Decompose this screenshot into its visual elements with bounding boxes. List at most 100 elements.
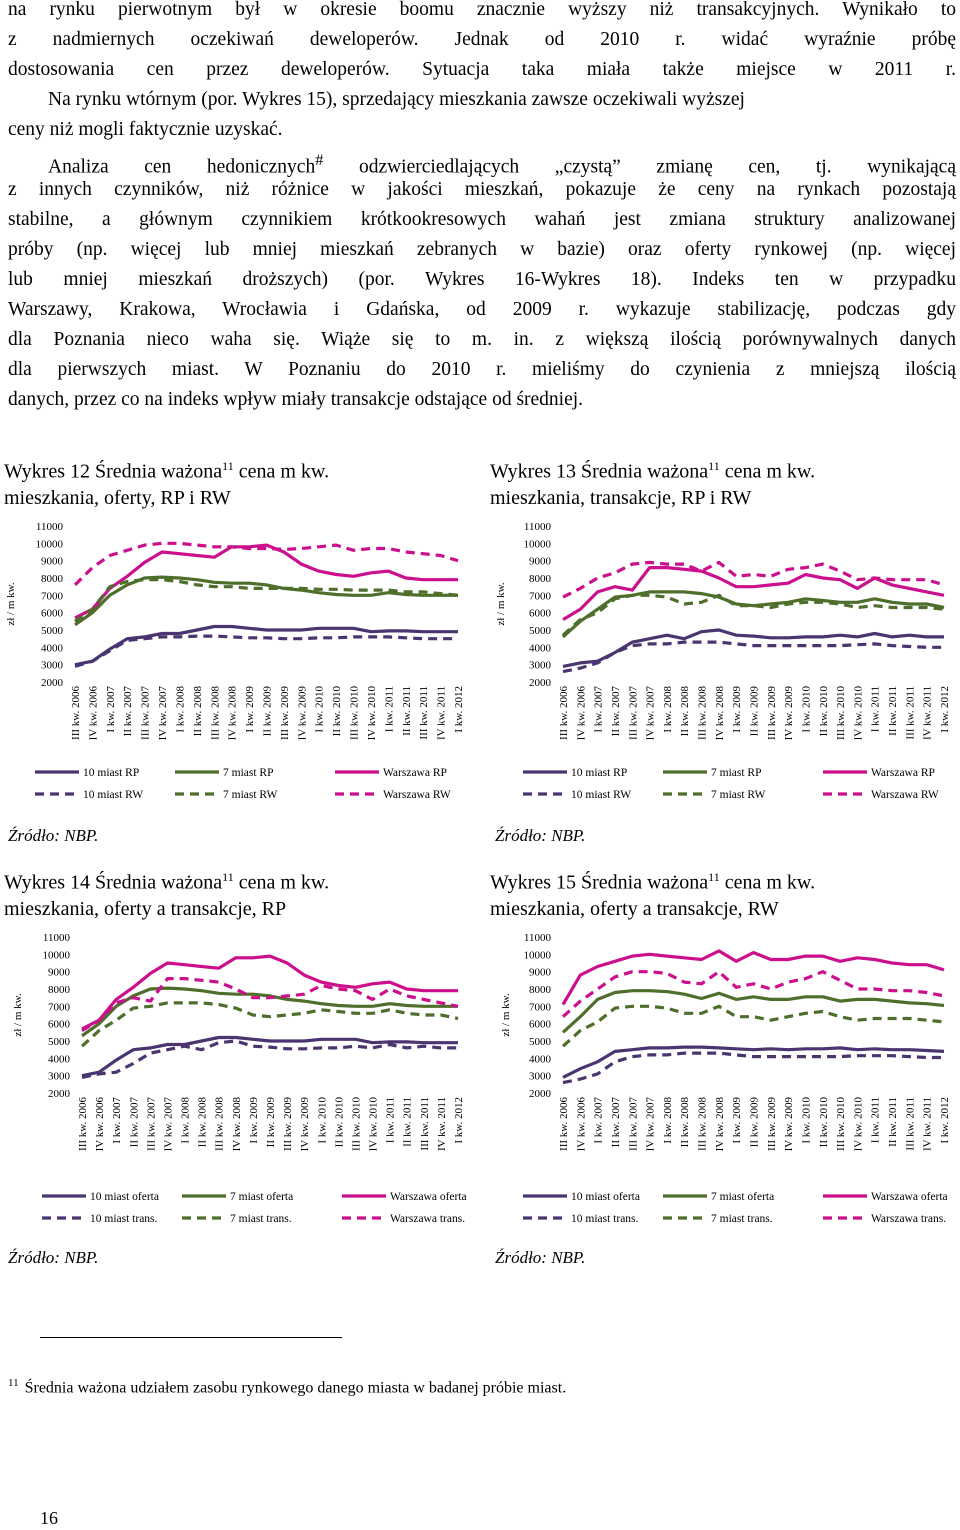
- x-tick-label: IV kw. 2007: [157, 686, 169, 741]
- x-tick-label: IV kw. 2011: [922, 686, 934, 740]
- legend-label: 7 miast RP: [711, 767, 761, 779]
- x-tick-label: IV kw. 2007: [162, 1097, 174, 1152]
- x-tick-label: III kw. 2007: [627, 1097, 639, 1151]
- x-tick-label: I kw. 2008: [180, 1097, 192, 1144]
- x-tick-label: IV kw. 2006: [575, 686, 587, 741]
- x-tick-label: I kw. 2008: [174, 686, 186, 733]
- chart-title: Wykres 12 Średnia ważona11 cena m kw. mie…: [4, 459, 330, 509]
- paragraph-2: Analiza cen hedonicznych# odzwierciedlaj…: [8, 145, 956, 415]
- x-tick-label: I kw. 2009: [731, 1097, 743, 1144]
- footnote-separator: [40, 1337, 342, 1338]
- x-tick-label: III kw. 2009: [766, 1097, 778, 1151]
- y-tick-label: 4000: [41, 642, 64, 654]
- y-axis-label: zł / m kw.: [12, 993, 24, 1037]
- text-line: dla Poznania nieco waha się. Wiąże się t…: [8, 329, 956, 350]
- x-tick-label: II kw. 2009: [262, 686, 274, 737]
- series-line-0: [81, 1035, 458, 1078]
- x-tick-label: III kw. 2011: [904, 1097, 916, 1151]
- y-tick-label: 11000: [524, 521, 552, 533]
- x-tick-label: I kw. 2007: [105, 686, 117, 733]
- series-line-1: [561, 590, 945, 639]
- x-tick-label: I kw. 2012: [453, 1097, 465, 1144]
- x-tick-label: II kw. 2011: [401, 686, 413, 736]
- legend-label: 7 miast trans.: [711, 1213, 773, 1225]
- y-tick-label: 5000: [48, 1036, 71, 1048]
- x-tick-label: III kw. 2007: [627, 686, 639, 740]
- y-tick-label: 10000: [43, 949, 71, 961]
- legend-label: Warszawa trans.: [871, 1213, 946, 1225]
- y-tick-label: 8000: [48, 984, 71, 996]
- x-tick-label: III kw. 2011: [418, 686, 430, 740]
- y-tick-label: 11000: [524, 932, 552, 944]
- series-line-3: [74, 634, 458, 668]
- x-tick-label: II kw. 2010: [331, 686, 343, 737]
- x-tick-label: III kw. 2008: [209, 686, 221, 740]
- legend-label: 10 miast oferta: [90, 1191, 159, 1203]
- x-tick-label: I kw. 2010: [314, 686, 326, 733]
- x-tick-label: I kw. 2012: [939, 1097, 951, 1144]
- x-tick-label: I kw. 2011: [870, 686, 882, 732]
- y-tick-label: 3000: [529, 1071, 552, 1083]
- y-tick-label: 9000: [41, 556, 64, 568]
- series-line-2: [74, 543, 458, 620]
- y-tick-label: 4000: [48, 1053, 71, 1065]
- x-tick-label: III kw. 2006: [558, 1097, 570, 1151]
- legend-label: Warszawa trans.: [390, 1213, 465, 1225]
- x-tick-label: III kw. 2007: [145, 1097, 157, 1151]
- x-tick-label: III kw. 2009: [282, 1097, 294, 1151]
- chart-source: Źródło: NBP.: [8, 1248, 99, 1267]
- series-line-2: [81, 954, 458, 1031]
- legend-label: 7 miast RW: [223, 789, 277, 801]
- y-tick-label: 10000: [524, 538, 552, 550]
- x-tick-label: IV kw. 2009: [296, 686, 308, 741]
- text-line: Warszawy, Krakowa, Wrocławia i Gdańska, …: [8, 299, 956, 320]
- x-tick-label: I kw. 2008: [662, 1097, 674, 1144]
- y-tick-label: 3000: [41, 660, 64, 672]
- series-line-3: [562, 640, 944, 674]
- series-line-4: [80, 1001, 459, 1048]
- x-tick-label: I kw. 2012: [453, 686, 465, 733]
- x-tick-label: II kw. 2011: [887, 1097, 899, 1147]
- x-tick-label: II kw. 2009: [265, 1097, 277, 1148]
- y-tick-label: 11000: [43, 932, 71, 944]
- y-tick-label: 6000: [41, 608, 64, 620]
- x-tick-label: IV kw. 2011: [436, 686, 448, 740]
- legend-label: Warszawa RW: [871, 789, 939, 801]
- x-tick-label: II kw. 2007: [128, 1097, 140, 1148]
- x-tick-label: IV kw. 2010: [368, 1097, 380, 1152]
- x-tick-label: IV kw. 2011: [922, 1097, 934, 1151]
- text-line: Analiza cen hedonicznych# odzwierciedlaj…: [48, 151, 956, 178]
- y-tick-label: 10000: [36, 538, 64, 550]
- series-line-1: [74, 575, 458, 627]
- x-tick-label: III kw. 2008: [697, 1097, 709, 1151]
- x-tick-label: III kw. 2011: [904, 686, 916, 740]
- x-tick-label: IV kw. 2007: [645, 1097, 657, 1152]
- chart-source: Źródło: NBP.: [495, 826, 586, 845]
- y-tick-label: 2000: [529, 1088, 552, 1100]
- footnote-text: Średnia ważona udziałem zasobu rynkowego…: [24, 1379, 567, 1397]
- x-tick-label: II kw. 2008: [192, 686, 204, 737]
- y-tick-label: 9000: [529, 556, 552, 568]
- x-tick-label: IV kw. 2006: [94, 1097, 106, 1152]
- legend-label: 10 miast trans.: [571, 1213, 639, 1225]
- legend-label: Warszawa oferta: [390, 1191, 467, 1203]
- text-line: z nadmiernych oczekiwań deweloperów. Jed…: [8, 29, 956, 50]
- x-tick-label: III kw. 2010: [349, 686, 361, 740]
- page-number: 16: [40, 1508, 58, 1528]
- footnote-number: 11: [8, 1377, 19, 1389]
- text-line: lub mniej mieszkań droższych) (por. Wykr…: [8, 269, 956, 290]
- y-tick-label: 7000: [529, 590, 552, 602]
- legend-label: 10 miast RW: [83, 789, 143, 801]
- x-tick-label: III kw. 2010: [835, 686, 847, 740]
- series-line-4: [561, 593, 945, 637]
- x-tick-label: IV kw. 2011: [436, 1097, 448, 1151]
- legend-label: Warszawa RW: [383, 789, 451, 801]
- text-line: dla pierwszych miast. W Poznaniu do 2010…: [8, 359, 956, 380]
- chart-wykres-15: 2000 3000 4000 5000 6000 7000 8000 9000 10000 110…: [500, 932, 951, 1225]
- y-tick-label: 10000: [524, 949, 552, 961]
- y-tick-label: 6000: [529, 608, 552, 620]
- y-tick-label: 2000: [48, 1088, 71, 1100]
- text-line: na rynku pierwotnym był w okresie boomu …: [8, 0, 956, 20]
- y-tick-label: 4000: [529, 1053, 552, 1065]
- legend-label: 7 miast RW: [711, 789, 765, 801]
